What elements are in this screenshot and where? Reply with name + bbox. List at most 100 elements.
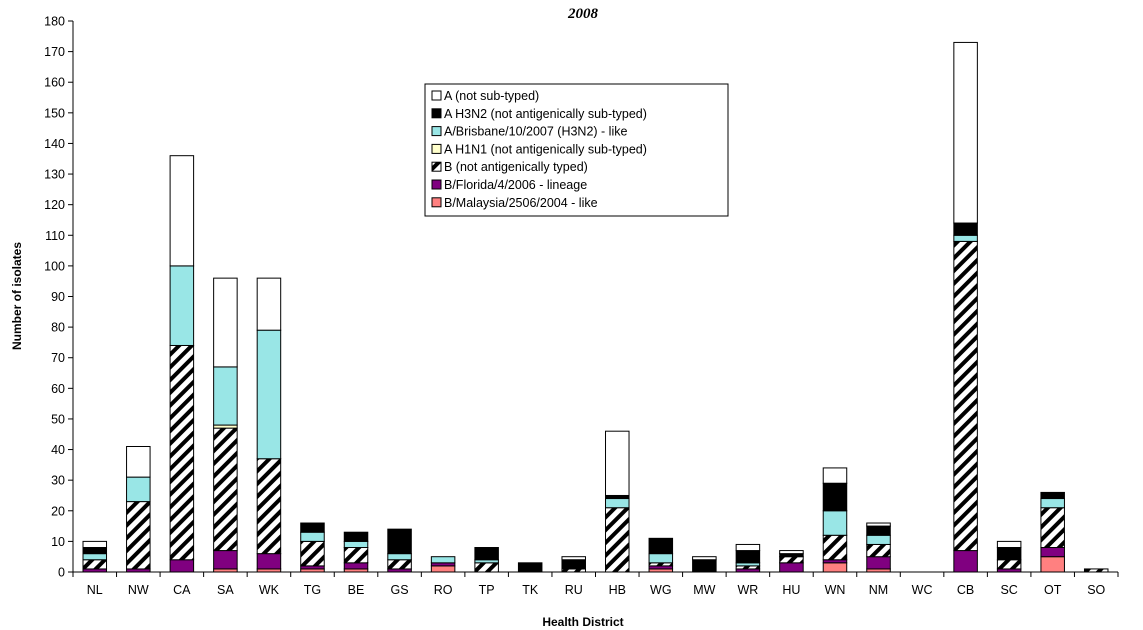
x-tick-label: NM (869, 583, 888, 597)
y-tick-label: 110 (45, 229, 65, 243)
bars-layer (82, 41, 1109, 573)
legend-swatch (431, 108, 442, 119)
legend-swatch (431, 161, 442, 172)
legend-label: B (not antigenically typed) (444, 160, 588, 174)
bar-segment (82, 559, 108, 570)
bar-segment (430, 565, 456, 573)
x-tick-label: SC (1000, 583, 1017, 597)
bar-segment (561, 559, 586, 570)
bar-segment (213, 277, 238, 368)
bar-segment (779, 562, 804, 573)
legend: A (not sub-typed) A H3N2 (not antigenical… (424, 83, 729, 217)
bar-segment (430, 556, 456, 564)
bar-segment (866, 534, 891, 545)
legend-label: A (not sub-typed) (444, 89, 539, 103)
bar-segment (126, 476, 151, 503)
y-tick-label: 30 (51, 474, 65, 488)
bar-segment (953, 240, 978, 552)
bar-segment (735, 543, 761, 552)
x-tick-label: RU (565, 583, 583, 597)
bar-segment (82, 553, 108, 561)
bar-segment (605, 507, 630, 573)
bar-segment (822, 482, 848, 512)
bar-segment (735, 550, 761, 564)
bar-segment (126, 501, 151, 570)
x-tick-label: CB (957, 583, 974, 597)
bar-segment (866, 556, 891, 570)
chart-title: 2008 (567, 6, 599, 22)
x-axis-title: Health District (542, 615, 623, 629)
bar-segment (822, 534, 848, 561)
y-axis: 0 10 20 30 40 50 60 70 80 90 100 110 120 130 140 150 160… (44, 15, 74, 580)
x-tick-label: WK (259, 583, 280, 597)
y-tick-label: 140 (44, 137, 65, 151)
bar-segment (1040, 498, 1065, 509)
bar-segment (169, 265, 195, 346)
bar-segment (256, 277, 282, 331)
bar-segment (822, 467, 848, 484)
bar-segment (169, 559, 195, 573)
bar-segment (343, 531, 369, 542)
bar-segment (953, 41, 978, 224)
y-tick-label: 120 (44, 198, 65, 212)
bar-segment (605, 430, 630, 496)
bar-segment (169, 155, 195, 267)
bar-segment (866, 522, 891, 527)
y-tick-label: 150 (44, 106, 65, 120)
legend-label: A H3N2 (not antigenically sub-typed) (444, 107, 647, 121)
bar-segment (256, 458, 282, 555)
bar-segment (1040, 507, 1065, 549)
y-tick-label: 160 (44, 76, 65, 90)
bar-segment (953, 222, 978, 236)
y-axis-title: Number of isolates (10, 242, 24, 350)
bar-segment (343, 540, 369, 549)
bar-segment (517, 562, 543, 573)
bar-segment (387, 559, 412, 570)
bar-segment (953, 234, 978, 242)
legend-swatch (431, 143, 442, 154)
y-tick-label: 170 (44, 45, 65, 59)
bar-segment (387, 553, 412, 561)
bar-segment (300, 522, 325, 533)
bar-segment (996, 540, 1022, 549)
bar-segment (953, 550, 978, 573)
bar-segment (1040, 491, 1065, 500)
legend-label: A H1N1 (not antigenically sub-typed) (444, 142, 647, 156)
y-tick-label: 90 (51, 290, 65, 304)
bar-segment (213, 366, 238, 426)
bar-segment (300, 531, 325, 542)
bar-segment (300, 540, 325, 567)
x-tick-label: WC (912, 583, 933, 597)
x-axis: NL NW CA SA WK TG BE GS RO TP TK RU HB WG MW WR HU WN NM WC… (72, 571, 1119, 597)
bar-segment (1040, 547, 1065, 558)
bar-segment (692, 559, 717, 573)
bar-segment (1083, 568, 1109, 573)
bar-segment (605, 498, 630, 509)
bar-segment (822, 510, 848, 536)
bar-segment (343, 547, 369, 564)
bar-segment (822, 562, 848, 573)
y-tick-label: 100 (44, 259, 65, 273)
bar-segment (474, 547, 499, 561)
bar-segment (779, 550, 804, 555)
bar-segment (82, 547, 108, 555)
x-tick-label: HU (782, 583, 800, 597)
bar-segment (474, 562, 499, 573)
x-tick-label: HB (609, 583, 626, 597)
x-tick-label: CA (173, 583, 191, 597)
bar-segment (126, 445, 151, 478)
bar-segment (387, 528, 412, 555)
legend-label: A/Brisbane/10/2007 (H3N2) - like (444, 125, 627, 139)
legend-label: B/Florida/4/2006 - lineage (444, 178, 587, 192)
x-tick-label: SA (217, 583, 234, 597)
x-tick-label: GS (391, 583, 409, 597)
legend-swatch (431, 179, 442, 190)
legend-label: B/Malaysia/2506/2004 - like (444, 196, 598, 210)
bar-segment (343, 562, 369, 570)
x-tick-label: TG (304, 583, 321, 597)
bar-segment (561, 556, 586, 561)
bar-segment (996, 559, 1022, 570)
y-tick-label: 40 (51, 443, 65, 457)
x-tick-label: MW (693, 583, 715, 597)
